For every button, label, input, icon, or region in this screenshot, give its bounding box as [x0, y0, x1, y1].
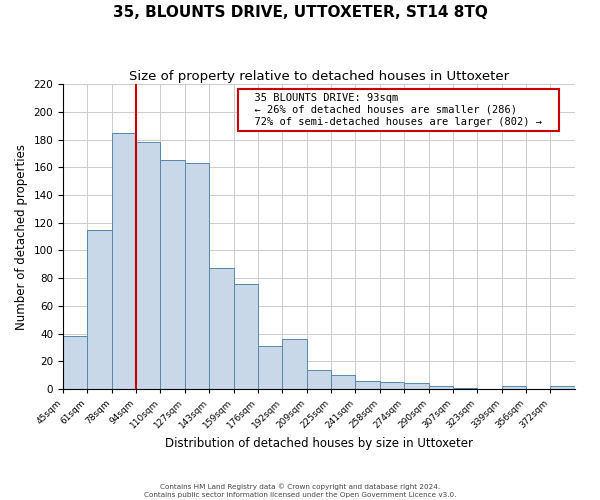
Bar [380, 382, 404, 389]
Bar [331, 375, 355, 389]
Text: Contains HM Land Registry data © Crown copyright and database right 2024.
Contai: Contains HM Land Registry data © Crown c… [144, 484, 456, 498]
Bar [258, 346, 283, 389]
Title: Size of property relative to detached houses in Uttoxeter: Size of property relative to detached ho… [129, 70, 509, 83]
Bar [428, 386, 453, 389]
Bar [63, 336, 88, 389]
Bar [307, 370, 331, 389]
Bar [453, 388, 477, 389]
Text: 35 BLOUNTS DRIVE: 93sqm  
  ← 26% of detached houses are smaller (286)  
  72% o: 35 BLOUNTS DRIVE: 93sqm ← 26% of detache… [242, 94, 554, 126]
Bar [502, 386, 526, 389]
Bar [355, 380, 380, 389]
Bar [209, 268, 233, 389]
Bar [88, 230, 112, 389]
Bar [185, 163, 209, 389]
Bar [233, 284, 258, 389]
Bar [550, 386, 575, 389]
Text: 35, BLOUNTS DRIVE, UTTOXETER, ST14 8TQ: 35, BLOUNTS DRIVE, UTTOXETER, ST14 8TQ [113, 5, 487, 20]
Bar [112, 132, 136, 389]
X-axis label: Distribution of detached houses by size in Uttoxeter: Distribution of detached houses by size … [165, 437, 473, 450]
Y-axis label: Number of detached properties: Number of detached properties [15, 144, 28, 330]
Bar [404, 384, 428, 389]
Bar [136, 142, 160, 389]
Bar [160, 160, 185, 389]
Bar [283, 339, 307, 389]
